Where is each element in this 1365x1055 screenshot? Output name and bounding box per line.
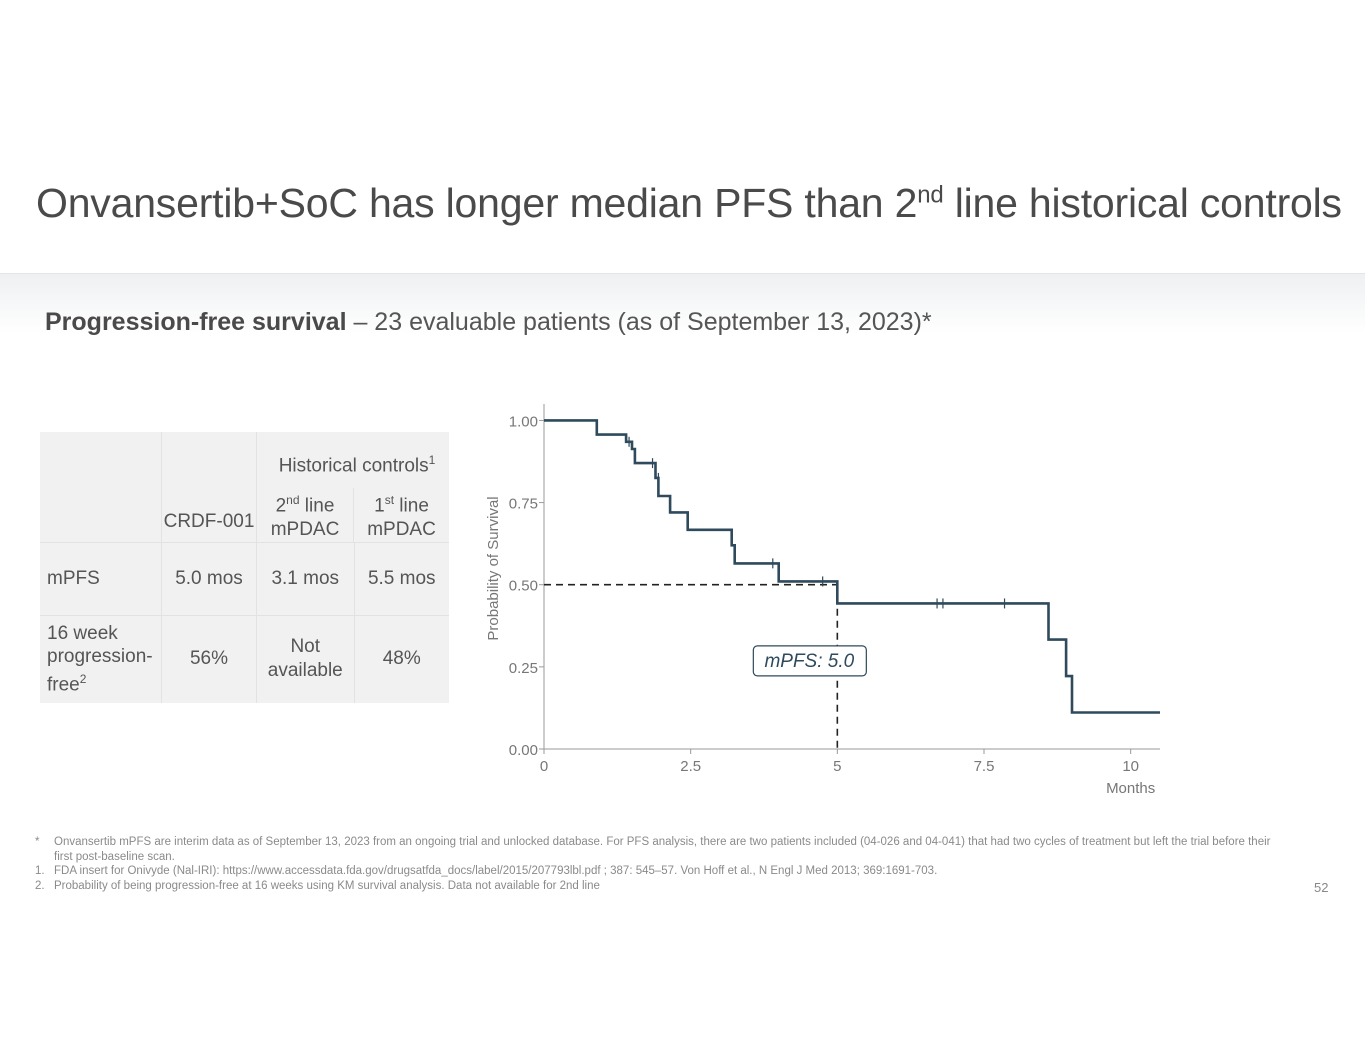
y-tick-label: 0.25	[509, 660, 538, 677]
cell-16wk-crdf: 56%	[161, 615, 257, 703]
row-label-16wk: 16 week progression- free2	[40, 615, 162, 703]
header-2nd-sup: nd	[286, 493, 300, 507]
footnote-marker: 2.	[35, 879, 45, 892]
subtitle: Progression-free survival – 23 evaluable…	[45, 308, 932, 337]
x-tick-label: 7.5	[974, 758, 995, 775]
header-1st-line: 1st line mPDAC	[353, 488, 449, 542]
header-divider-band	[0, 273, 1365, 334]
header-2nd-num: 2	[275, 495, 287, 517]
footnote-item: * Onvansertib mPFS are interim data as of…	[35, 835, 1275, 864]
cell-16wk-2nd: Not available	[256, 615, 354, 703]
footnote-marker: *	[35, 836, 40, 848]
header-empty-cell	[40, 432, 162, 543]
group-header-sup: 1	[428, 453, 436, 467]
header-1st-rest: line	[394, 495, 429, 517]
subtitle-bold: Progression-free survival	[45, 308, 347, 336]
sub-header-row: 2nd line mPDAC 1st line mPDAC	[257, 488, 449, 542]
footnote-marker: 1.	[35, 865, 45, 877]
group-header: Historical controls1	[257, 432, 449, 488]
y-axis-label: Probability of Survival	[485, 496, 502, 640]
table-row: 16 week progression- free2 56% Not avail…	[40, 615, 449, 703]
x-tick-label: 0	[540, 758, 548, 775]
title-text-end: line historical controls	[943, 180, 1342, 226]
row-label-16wk-l3: free	[47, 674, 80, 696]
x-axis-label: Months	[1106, 780, 1155, 797]
x-tick-label: 5	[833, 758, 841, 775]
subtitle-rest: – 23 evaluable patients (as of September…	[346, 308, 932, 336]
cell-mpfs-crdf: 5.0 mos	[161, 542, 257, 616]
header-2nd-line: 2nd line mPDAC	[257, 488, 353, 542]
y-tick-label: 0.50	[509, 578, 538, 595]
mpfs-annotation-box	[752, 645, 867, 677]
footnote-text: FDA insert for Onivyde (Nal-IRI): https:…	[54, 865, 938, 877]
row-label-mpfs: mPFS	[40, 542, 162, 616]
cell-16wk-2nd-l2: available	[267, 660, 343, 682]
title-text: Onvansertib+SoC has longer median PFS th…	[36, 180, 918, 226]
x-tick-label: 2.5	[680, 758, 701, 775]
footnote-text: Probability of being progression-free at…	[54, 879, 600, 892]
cell-mpfs-2nd: 3.1 mos	[256, 542, 354, 616]
y-tick-label: 0.75	[509, 496, 538, 513]
historical-controls-group: Historical controls1 2nd line mPDAC 1st …	[256, 432, 449, 543]
header-2nd-rest: line	[299, 495, 335, 517]
table-header-row: CRDF-001 Historical controls1 2nd line m…	[40, 432, 449, 543]
y-tick-label: 1.00	[509, 413, 538, 430]
header-1st-num: 1	[374, 495, 385, 517]
km-survival-chart: 0.00 0.25 0.50 0.75 1.00 0 2.5 5 7.5 10 Months Prob…	[485, 404, 1160, 797]
header-2nd-sub: mPDAC	[270, 519, 340, 541]
mpfs-annotation-label: mPFS: 5.0	[764, 651, 854, 672]
comparison-table: CRDF-001 Historical controls1 2nd line m…	[40, 432, 449, 703]
cell-16wk-1st: 48%	[353, 615, 449, 703]
footnote-item: 1. FDA insert for Onivyde (Nal-IRI): http…	[35, 864, 1275, 879]
y-tick-label: 0.00	[509, 742, 538, 759]
footnote-item: 2. Probability of being progression-free …	[35, 879, 1275, 894]
footnotes: * Onvansertib mPFS are interim data as of…	[35, 835, 1275, 893]
group-header-text: Historical controls	[278, 455, 429, 477]
cell-16wk-2nd-l1: Not	[290, 636, 321, 658]
x-tick-label: 10	[1122, 758, 1139, 775]
header-crdf: CRDF-001	[161, 432, 257, 543]
cell-mpfs-1st: 5.5 mos	[353, 542, 449, 616]
header-1st-sup: st	[384, 493, 395, 507]
title-superscript: nd	[917, 181, 944, 209]
page-number: 52	[1314, 880, 1329, 895]
page-title: Onvansertib+SoC has longer median PFS th…	[36, 180, 1356, 227]
table-row: mPFS 5.0 mos 3.1 mos 5.5 mos	[40, 542, 449, 616]
row-label-16wk-l1: 16 week	[47, 623, 118, 645]
row-label-16wk-sup: 2	[79, 672, 87, 687]
survival-curve	[544, 419, 1160, 714]
row-label-16wk-l2: progression-	[47, 646, 153, 668]
header-1st-sub: mPDAC	[367, 519, 436, 541]
footnote-text: Onvansertib mPFS are interim data as of …	[54, 836, 1271, 863]
